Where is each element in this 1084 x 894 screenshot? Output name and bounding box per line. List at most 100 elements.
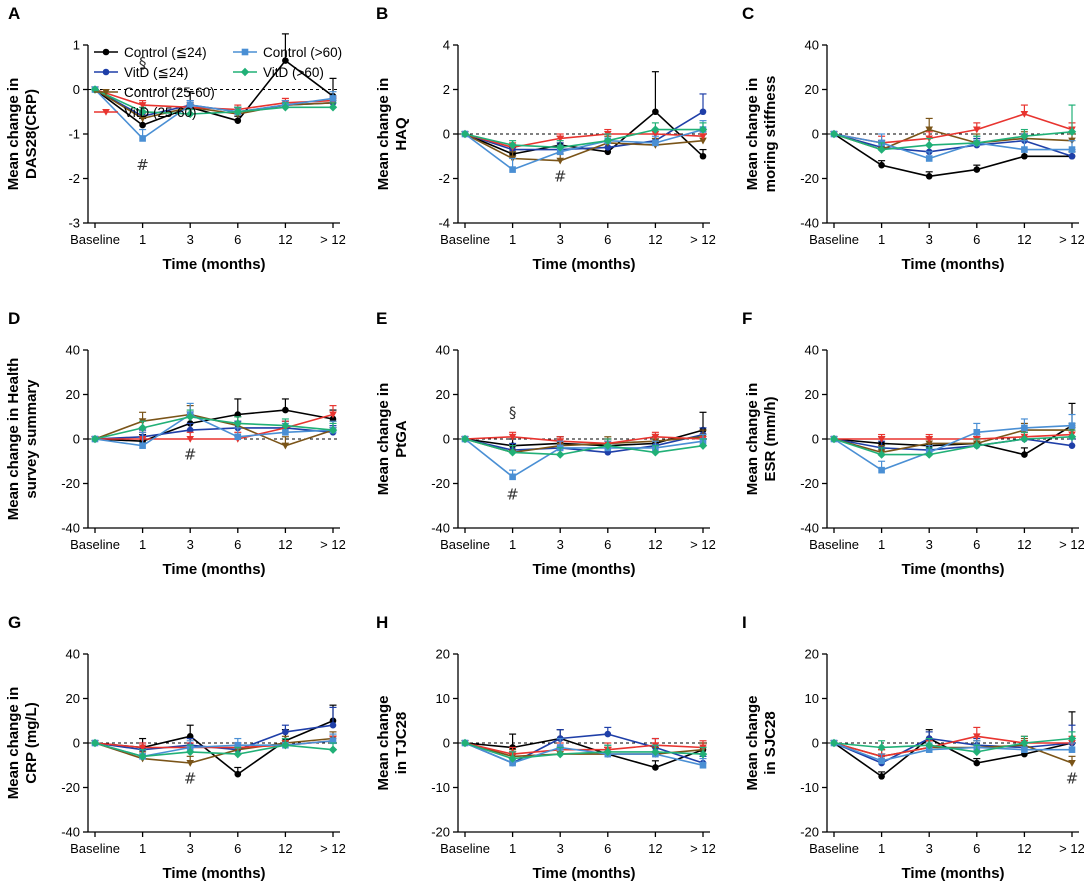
x-axis-label: Time (months) [901, 561, 1004, 578]
data-point [233, 107, 242, 116]
series-5 [460, 738, 708, 763]
data-point [460, 129, 470, 139]
data-point [460, 738, 470, 748]
data-point [90, 738, 100, 748]
x-tick-label: 3 [926, 232, 933, 247]
y-tick-label: -40 [431, 521, 450, 536]
x-tick-label: Baseline [70, 841, 120, 856]
data-point [1021, 152, 1028, 160]
data-point [925, 172, 933, 180]
data-point [556, 135, 564, 143]
data-point [699, 152, 707, 160]
data-point [233, 749, 242, 759]
y-tick-label: 0 [812, 127, 819, 142]
legend-label: VitD (>60) [263, 65, 324, 80]
legend-swatch-marker [102, 68, 110, 76]
y-axis-label: Mean change in [5, 687, 22, 800]
data-point [651, 448, 660, 457]
y-tick-label: -10 [800, 780, 819, 795]
x-tick-label: > 12 [320, 841, 346, 856]
data-point [138, 107, 147, 116]
data-point [829, 129, 839, 139]
series-line [464, 438, 704, 456]
y-tick-label: 0 [812, 736, 819, 751]
panel-letter: C [742, 4, 754, 23]
x-tick-label: Baseline [440, 537, 490, 552]
x-tick-label: 3 [187, 232, 194, 247]
series-line [833, 133, 1073, 158]
x-tick-label: 3 [557, 232, 564, 247]
data-point [186, 412, 195, 421]
y-axis-label: Mean change [375, 695, 392, 790]
x-tick-label: 12 [1017, 232, 1031, 247]
x-axis-label: Time (months) [162, 256, 265, 273]
y-tick-label: 2 [443, 82, 450, 97]
data-point [329, 95, 337, 102]
panel-f: F Mean change in ESR (mm/h) -40 -20 0 20 40 Base… [742, 309, 1084, 578]
x-tick-label: 12 [648, 841, 662, 856]
data-point [973, 733, 981, 741]
data-point [281, 103, 290, 112]
data-point [138, 744, 147, 752]
legend-label: Control (25-60) [124, 85, 215, 100]
data-point [1068, 152, 1076, 160]
data-point [139, 121, 146, 129]
series-line [94, 737, 334, 764]
series-5 [460, 122, 708, 152]
series-5 [90, 85, 338, 119]
legend-item: Control (25-60) [94, 85, 215, 100]
y-axis-label: Mean change in Health [5, 358, 22, 521]
panel-h: H Mean change in TJC28 -20 -10 0 10 20 Baseline 1… [375, 613, 716, 882]
data-point [877, 436, 886, 443]
y-tick-label: -20 [800, 171, 819, 186]
significance-annotation: # [554, 167, 567, 185]
x-tick-label: Baseline [440, 232, 490, 247]
x-tick-label: 1 [509, 537, 516, 552]
panel-c: C Mean change in moring stiffness -40 -20 0 20… [742, 4, 1084, 273]
data-point [652, 139, 659, 147]
series-line [464, 128, 703, 149]
data-point [234, 770, 242, 778]
data-point [1020, 738, 1029, 748]
data-point [829, 434, 839, 444]
data-point [829, 738, 839, 748]
x-tick-label: 6 [973, 537, 980, 552]
x-tick-label: 3 [926, 537, 933, 552]
data-point [925, 746, 933, 753]
data-point [972, 138, 981, 148]
y-axis-label: Mean change [744, 695, 761, 790]
data-point [508, 433, 517, 441]
data-point [328, 745, 338, 754]
series-line [464, 133, 704, 149]
significance-annotation: # [1066, 770, 1079, 788]
data-point [186, 747, 195, 757]
data-point [651, 747, 660, 757]
series-5 [90, 737, 338, 761]
series-line [464, 133, 704, 162]
data-point [699, 108, 707, 116]
series-line [464, 128, 704, 171]
series-line [94, 742, 334, 758]
panel-i: I Mean change in SJC28 -20 -10 0 10 20 Baseline 1… [742, 613, 1084, 882]
y-axis-label: in TJC28 [393, 712, 410, 775]
series-5 [829, 731, 1077, 757]
data-point [138, 423, 147, 433]
data-point [604, 144, 612, 151]
y-axis-label: CRP (mg/L) [23, 702, 40, 783]
y-tick-label: -2 [438, 171, 450, 186]
y-tick-label: -3 [68, 216, 80, 231]
legend-label: Control (≦24) [124, 45, 207, 60]
panel-letter: G [8, 613, 21, 632]
y-tick-label: 0 [812, 432, 819, 447]
legend-label: VitD (25-60) [124, 105, 197, 120]
x-tick-label: Baseline [70, 537, 120, 552]
x-tick-label: 1 [509, 232, 516, 247]
x-axis-label: Time (months) [532, 561, 635, 578]
series-line [464, 438, 704, 478]
x-tick-label: Baseline [809, 537, 859, 552]
x-tick-label: 3 [557, 537, 564, 552]
data-point [460, 434, 470, 444]
y-tick-label: 20 [805, 647, 819, 662]
data-point [878, 466, 885, 474]
